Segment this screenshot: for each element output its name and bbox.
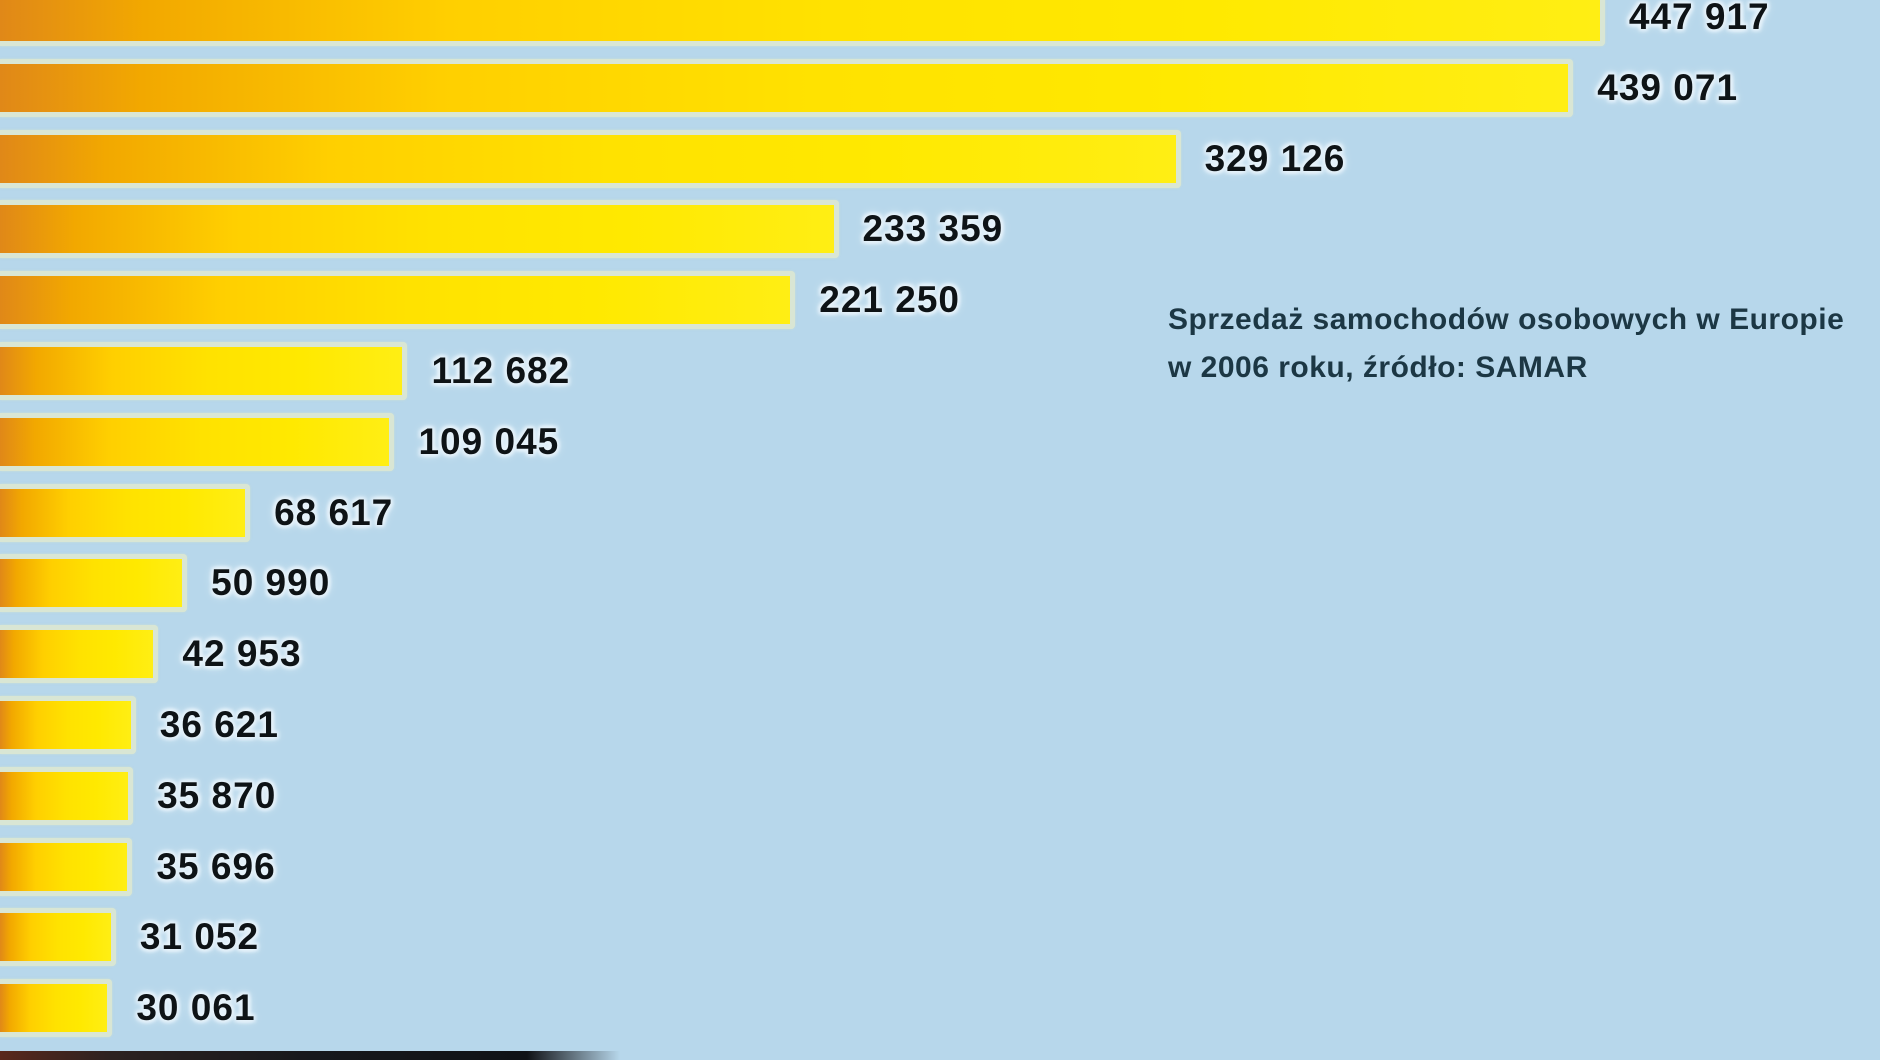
bar-value-label: 68 617 xyxy=(274,491,394,533)
bar-row: 233 359 xyxy=(0,200,1004,259)
bar-value-label: 233 359 xyxy=(862,208,1004,250)
bar-row: 68 617 xyxy=(0,483,394,542)
bar-value-label: 109 045 xyxy=(418,420,560,462)
bar-row: 31 052 xyxy=(0,908,260,967)
bar-value-label: 42 953 xyxy=(182,633,302,675)
bar-value-label: 112 682 xyxy=(431,350,571,391)
bar-row: 35 696 xyxy=(0,837,276,896)
bar-value-label: 35 696 xyxy=(156,845,276,887)
chart-title: Sprzedaż samochodów osobowych w Europie … xyxy=(1168,296,1868,392)
bar-value-label: 36 621 xyxy=(159,704,279,745)
chart-title-line-2: w 2006 roku, źródło: SAMAR xyxy=(1168,351,1588,384)
bar-value-label: 31 052 xyxy=(139,916,260,958)
bar xyxy=(0,412,395,471)
bar-value-label: 439 071 xyxy=(1597,66,1739,108)
cropped-next-bar xyxy=(0,1051,620,1060)
bar-row: 30 061 xyxy=(0,979,256,1038)
chart-title-line-1: Sprzedaż samochodów osobowych w Europie xyxy=(1168,303,1845,336)
bar xyxy=(0,200,839,259)
bar-row: 109 045 xyxy=(0,412,560,471)
bar xyxy=(0,129,1181,188)
bar xyxy=(0,0,1605,46)
bar-value-label: 30 061 xyxy=(136,987,256,1029)
bar-value-label: 221 250 xyxy=(819,279,961,321)
bar-value-label: 50 990 xyxy=(211,562,331,604)
bar-row: 50 990 xyxy=(0,554,331,613)
bar xyxy=(0,554,188,613)
bar-row: 35 870 xyxy=(0,766,277,825)
bar xyxy=(0,837,133,896)
bar-value-label: 329 126 xyxy=(1204,137,1346,179)
bar-row: 36 621 xyxy=(0,696,279,754)
bar-row: 42 953 xyxy=(0,625,302,684)
bar xyxy=(0,696,136,754)
bar-row: 447 917 xyxy=(0,0,1770,46)
bar xyxy=(0,271,796,330)
bar xyxy=(0,58,1574,117)
bar xyxy=(0,625,159,684)
bar-row: 112 682 xyxy=(0,342,570,400)
bar-row: 439 071 xyxy=(0,58,1739,117)
bar-row: 221 250 xyxy=(0,271,961,330)
bar-value-label: 35 870 xyxy=(157,774,277,816)
bar xyxy=(0,483,251,542)
bar-value-label: 447 917 xyxy=(1628,0,1770,37)
bar-row: 329 126 xyxy=(0,129,1346,188)
bar xyxy=(0,766,134,825)
bar xyxy=(0,908,116,967)
bar xyxy=(0,342,408,400)
bar xyxy=(0,979,113,1038)
